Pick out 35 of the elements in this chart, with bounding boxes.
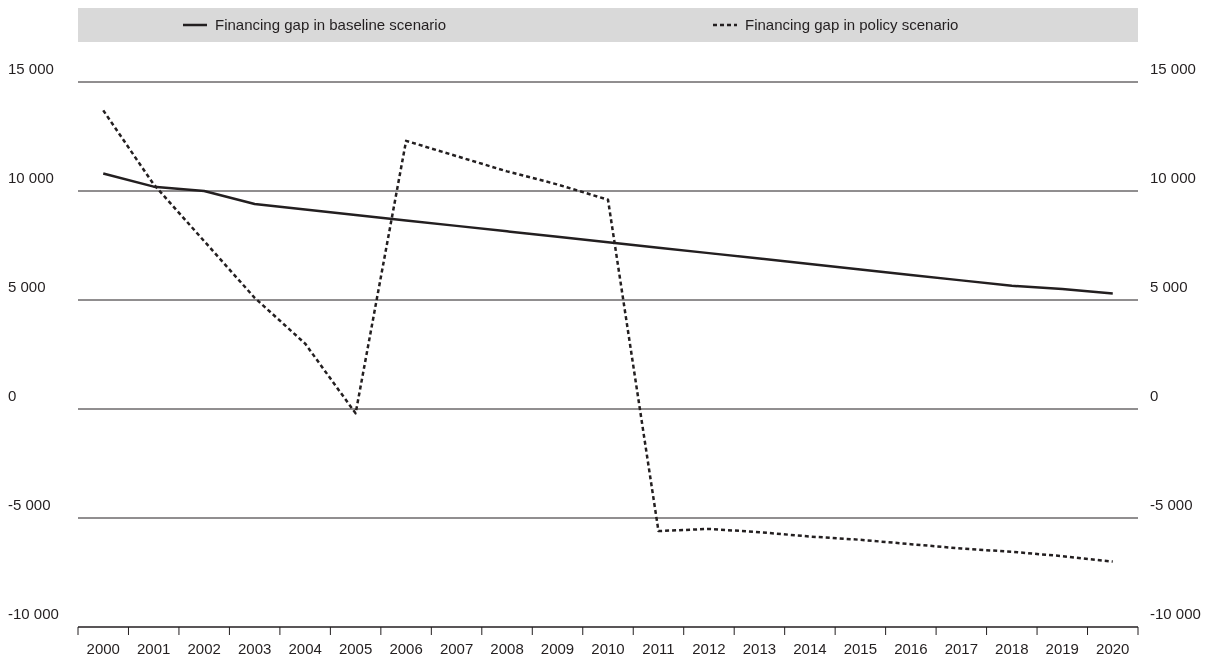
y-tick-label: 5 000 (8, 278, 46, 295)
x-tick-label: 2005 (338, 640, 373, 657)
x-tick-label: 2006 (389, 640, 423, 657)
x-tick-label: 2012 (692, 640, 726, 657)
x-tick-label: 2008 (490, 640, 524, 657)
x-tick-label: 2007 (439, 640, 474, 657)
x-tick-label: 2004 (288, 640, 322, 657)
x-tick-label: 2017 (944, 640, 979, 657)
x-tick-label: 2002 (187, 640, 221, 657)
y2-tick-label: -10 000 (1150, 605, 1201, 622)
x-tick-label: 2014 (793, 640, 827, 657)
x-tick-label: 2019 (1045, 640, 1079, 657)
x-tick-label: 2003 (237, 640, 272, 657)
y-tick-label: 10 000 (8, 169, 54, 186)
legend-label: Financing gap in policy scenario (745, 16, 959, 33)
y-tick-label: 0 (8, 387, 17, 404)
y2-tick-label: 0 (1150, 387, 1159, 404)
x-tick-label: 2001 (137, 640, 171, 657)
y-tick-label: 15 000 (8, 60, 54, 77)
x-tick-label: 2018 (995, 640, 1029, 657)
y2-tick-label: -5 000 (1150, 496, 1193, 513)
y-tick-label: -10 000 (8, 605, 59, 622)
legend-label: Financing gap in baseline scenario (215, 16, 446, 33)
x-tick-label: 2015 (843, 640, 878, 657)
x-tick-label: 2016 (894, 640, 928, 657)
y2-tick-label: 5 000 (1150, 278, 1188, 295)
x-tick-label: 2010 (591, 640, 625, 657)
x-tick-label: 2009 (540, 640, 575, 657)
x-tick-label: 2011 (642, 640, 675, 657)
y-tick-label: -5 000 (8, 496, 51, 513)
x-tick-label: 2000 (86, 640, 120, 657)
x-tick-label: 2020 (1096, 640, 1130, 657)
x-tick-label: 2013 (742, 640, 777, 657)
y2-tick-label: 15 000 (1150, 60, 1196, 77)
y2-tick-label: 10 000 (1150, 169, 1196, 186)
